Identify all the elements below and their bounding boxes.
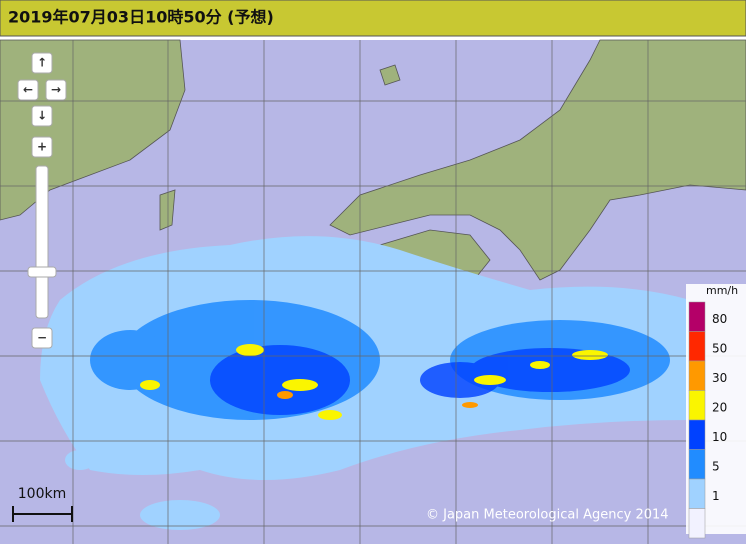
legend-swatch	[688, 331, 706, 362]
legend: mm/h 80 50 30 20 10 5 1	[686, 284, 746, 539]
zoom-in[interactable]	[31, 136, 53, 158]
pan-down[interactable]	[31, 105, 53, 127]
title-bar	[0, 0, 746, 37]
zoom-out[interactable]	[31, 327, 53, 349]
pan-left-label: ←	[23, 83, 33, 97]
legend-label: 80	[712, 312, 727, 326]
zoom-track[interactable]	[35, 165, 49, 319]
rain-intense	[140, 344, 608, 420]
legend-unit: mm/h	[706, 284, 738, 297]
zoom-in-label: +	[37, 140, 47, 154]
title: 2019年07月03日10時50分 (予想)	[8, 8, 274, 27]
legend-swatch	[688, 390, 706, 421]
legend-label: 50	[712, 342, 727, 356]
pan-down-label: ↓	[37, 109, 47, 123]
legend-swatch	[688, 419, 706, 450]
pan-right-label: →	[51, 83, 61, 97]
legend-label: 1	[712, 489, 720, 503]
legend-label: 30	[712, 371, 727, 385]
legend-swatch	[688, 508, 706, 539]
zoom-out-label: −	[37, 331, 47, 345]
legend-swatch	[688, 449, 706, 480]
grid	[0, 40, 746, 544]
legend-label: 5	[712, 460, 720, 474]
pan-up[interactable]	[31, 52, 53, 74]
pan-left[interactable]	[17, 79, 39, 101]
pan-right[interactable]	[45, 79, 67, 101]
legend-swatch	[688, 478, 706, 509]
legend-label: 20	[712, 401, 727, 415]
scale-bar: 100km	[12, 486, 73, 522]
copyright: © Japan Meteorological Agency 2014	[426, 508, 669, 523]
pan-up-label: ↑	[37, 56, 47, 70]
legend-swatch	[688, 360, 706, 391]
nav-controls: ↑ ← → ↓ + −	[17, 52, 67, 349]
scale-label: 100km	[18, 486, 66, 502]
legend-label: 10	[712, 430, 727, 444]
zoom-handle[interactable]	[27, 266, 57, 278]
rain-very-intense	[277, 391, 478, 408]
legend-swatch	[688, 301, 706, 332]
